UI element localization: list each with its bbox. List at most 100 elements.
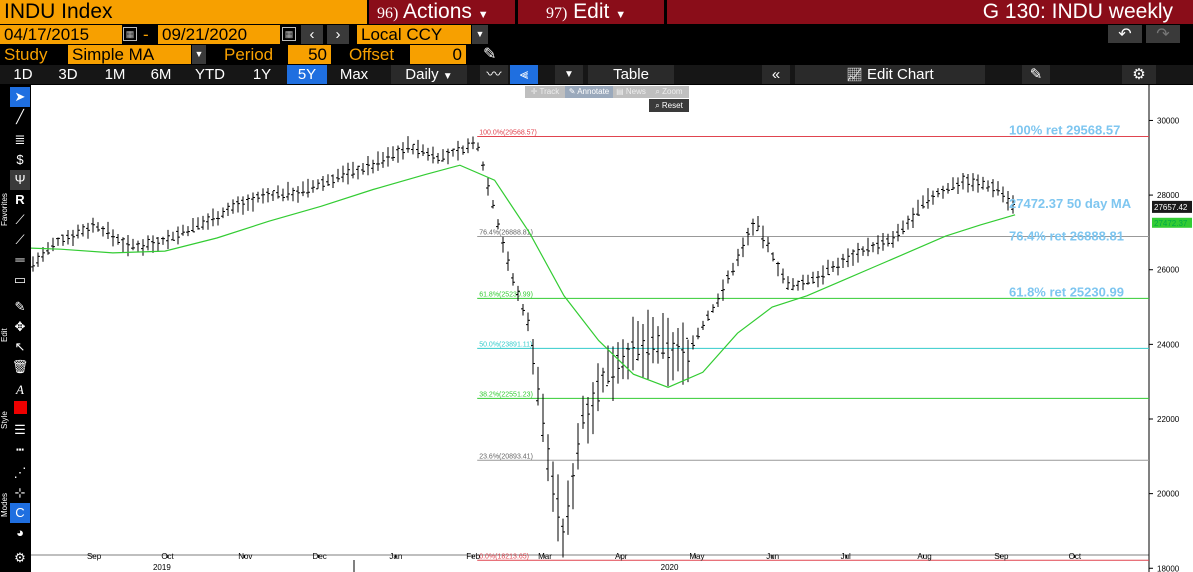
period-input[interactable]: 50 — [288, 45, 331, 64]
edit-menu[interactable]: 97) Edit ▼ — [518, 0, 664, 24]
dotted-tool[interactable]: ⋰ — [10, 463, 30, 483]
ray-tool[interactable]: ⟋ — [10, 230, 30, 250]
annotate-mode-button[interactable]: ✎ Annotate — [565, 86, 613, 98]
text-tool[interactable]: A — [10, 380, 30, 400]
x-month-label: Feb — [466, 552, 480, 561]
horizontal-line-icon: ▭ — [13, 272, 27, 287]
chevron-down-icon: ▼ — [475, 29, 485, 39]
actions-menu[interactable]: 96) Actions ▼ — [369, 0, 515, 24]
line-tool[interactable]: ╱ — [10, 107, 30, 127]
range-button-max[interactable]: Max — [339, 66, 369, 83]
range-button-3d[interactable]: 3D — [58, 66, 78, 83]
x-month-label: Aug — [917, 552, 931, 561]
end-date-field[interactable]: 09/21/2020 — [158, 25, 280, 44]
hline-tool[interactable]: ▭ — [10, 270, 30, 290]
ray-icon: ⟋ — [15, 232, 25, 247]
next-period-button[interactable]: › — [327, 25, 349, 44]
retracement-tool[interactable]: R — [10, 190, 30, 210]
calendar-icon[interactable]: ▦ — [282, 27, 296, 41]
frequency-select[interactable]: Daily ▼ — [391, 65, 467, 84]
page-title: G 130: INDU weekly — [982, 0, 1173, 23]
reset-label: Reset — [661, 101, 683, 110]
magnet-tool[interactable]: C — [10, 503, 30, 523]
page-title-bar: G 130: INDU weekly — [667, 0, 1193, 24]
edit-chart-button[interactable]: 📈︎ Edit Chart — [795, 65, 985, 84]
line-chart-button[interactable]: 〰 — [480, 65, 508, 84]
pitchfork-icon: Ψ — [14, 172, 26, 187]
palette-tool[interactable]: ◕ — [10, 523, 30, 543]
calendar-icon[interactable]: ▦ — [123, 27, 137, 41]
y-tick-label: 30000 — [1157, 116, 1180, 125]
settings-button[interactable]: ⚙ — [1122, 65, 1156, 84]
range-button-1m[interactable]: 1M — [104, 66, 126, 83]
offset-input[interactable]: 0 — [410, 45, 466, 64]
delete-tool[interactable]: 🗑︎ — [10, 357, 30, 377]
study-select[interactable]: Simple MA — [68, 45, 191, 64]
draw-tool[interactable]: ✎ — [10, 297, 30, 317]
chart-type-dropdown[interactable]: ▼ — [555, 65, 583, 84]
range-button-1y[interactable]: 1Y — [252, 66, 272, 83]
move-tool[interactable]: ✥ — [10, 317, 30, 337]
pitchfork-tool[interactable]: Ψ — [10, 170, 30, 190]
study-dropdown-button[interactable]: ▼ — [192, 45, 206, 64]
retracement-icon: R — [15, 192, 25, 207]
collapse-button[interactable]: « — [762, 65, 790, 84]
sidebar-settings-button[interactable]: ⚙ — [10, 548, 30, 568]
prev-period-button[interactable]: ‹ — [301, 25, 323, 44]
x-month-label: Mar — [538, 552, 552, 561]
offset-label: Offset — [349, 45, 395, 64]
left-sidebar — [0, 85, 31, 572]
annotate-label: Annotate — [577, 87, 610, 96]
color-tool[interactable] — [10, 400, 30, 420]
price-chart[interactable]: 100.0%(29568.57) 76.4%(26888.81) 61.8%(252… — [31, 85, 1193, 572]
security-field[interactable]: INDU Index — [0, 0, 367, 24]
line-draw-icon: ╱ — [16, 109, 24, 124]
fib-tool[interactable]: ≣ — [10, 130, 30, 150]
undo-button[interactable]: ↶ — [1108, 25, 1142, 43]
chevron-down-icon: ▼ — [442, 71, 453, 82]
start-date-value: 04/17/2015 — [4, 25, 90, 44]
table-button[interactable]: Table — [588, 65, 674, 84]
pencil-icon[interactable]: ✎ — [483, 46, 497, 63]
range-button-5y[interactable]: 5Y — [287, 65, 327, 84]
range-button-ytd[interactable]: YTD — [195, 66, 225, 83]
crosshair-icon: ⊹ — [14, 485, 26, 500]
redo-button[interactable]: ↷ — [1146, 25, 1180, 43]
x-year-label: 2020 — [661, 563, 679, 572]
currency-value: Local CCY — [361, 25, 443, 44]
select-tool[interactable]: ↖ — [10, 337, 30, 357]
pointer-tool[interactable]: ➤ — [10, 87, 30, 107]
fib-level-label: 50.0%(23891.11) — [479, 341, 532, 348]
zoom-button[interactable]: ⌕ Zoom — [649, 86, 689, 98]
track-button[interactable]: ✛ Track — [525, 86, 565, 98]
ma-line — [31, 164, 1016, 388]
x-month-label: Oct — [1069, 552, 1082, 561]
range-button-6m[interactable]: 6M — [150, 66, 172, 83]
bar-chart-button[interactable]: ⫷ — [510, 65, 538, 84]
x-month-label: May — [689, 552, 704, 561]
crosshair-tool[interactable]: ⊹ — [10, 483, 30, 503]
chevron-down-icon: ▼ — [194, 49, 204, 59]
double-chevron-left-icon: « — [771, 66, 781, 83]
actions-number: 96) — [377, 5, 399, 22]
sidebar-style-label: Style — [0, 411, 9, 429]
last-price-label: 27657.42 — [1154, 203, 1188, 212]
annotate-button[interactable]: ✎ — [1022, 65, 1050, 84]
currency-select[interactable]: Local CCY — [357, 25, 471, 44]
gear-icon: ⚙ — [14, 550, 26, 565]
sidebar-favorites-label: Favorites — [0, 193, 9, 227]
start-date-field[interactable]: 04/17/2015 — [0, 25, 122, 44]
range-button-1d[interactable]: 1D — [13, 66, 33, 83]
retracement-annotation: 61.8% ret 25230.99 — [1009, 284, 1124, 299]
line-weight-tool[interactable]: ☰ — [10, 420, 30, 440]
fib-level-label: 76.4%(26888.81) — [479, 230, 533, 237]
trend-tool[interactable]: ⟋ — [10, 210, 30, 230]
news-button[interactable]: ▤ News — [613, 86, 649, 98]
reset-button[interactable]: ⌕ Reset — [649, 99, 689, 112]
channel-tool[interactable]: ═ — [10, 250, 30, 270]
cursor-arrow-icon: ➤ — [14, 89, 26, 104]
dollar-tool[interactable]: $ — [10, 150, 30, 170]
line-style-tool[interactable]: ┅ — [10, 440, 30, 460]
currency-dropdown-button[interactable]: ▼ — [472, 25, 488, 44]
x-month-label: Sep — [87, 552, 102, 561]
